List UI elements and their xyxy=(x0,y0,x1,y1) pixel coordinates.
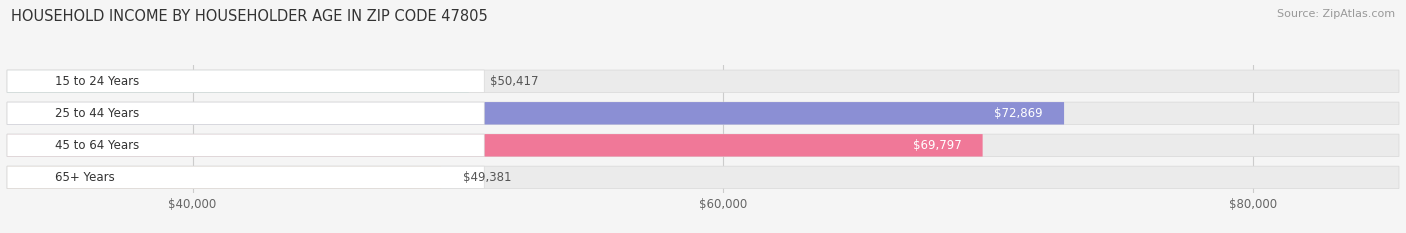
Text: Source: ZipAtlas.com: Source: ZipAtlas.com xyxy=(1277,9,1395,19)
Text: 45 to 64 Years: 45 to 64 Years xyxy=(55,139,139,152)
Text: $72,869: $72,869 xyxy=(994,107,1043,120)
FancyBboxPatch shape xyxy=(7,166,1399,188)
FancyBboxPatch shape xyxy=(7,134,983,157)
Text: 25 to 44 Years: 25 to 44 Years xyxy=(55,107,139,120)
Text: $50,417: $50,417 xyxy=(491,75,538,88)
FancyBboxPatch shape xyxy=(7,102,484,124)
FancyBboxPatch shape xyxy=(7,70,468,93)
Text: HOUSEHOLD INCOME BY HOUSEHOLDER AGE IN ZIP CODE 47805: HOUSEHOLD INCOME BY HOUSEHOLDER AGE IN Z… xyxy=(11,9,488,24)
Text: $69,797: $69,797 xyxy=(912,139,962,152)
FancyBboxPatch shape xyxy=(7,102,1064,124)
FancyBboxPatch shape xyxy=(7,70,1399,93)
FancyBboxPatch shape xyxy=(7,166,441,188)
FancyBboxPatch shape xyxy=(7,134,1399,157)
FancyBboxPatch shape xyxy=(7,70,484,93)
Text: $49,381: $49,381 xyxy=(463,171,510,184)
FancyBboxPatch shape xyxy=(7,134,484,157)
Text: 65+ Years: 65+ Years xyxy=(55,171,114,184)
FancyBboxPatch shape xyxy=(7,102,1399,124)
Text: 15 to 24 Years: 15 to 24 Years xyxy=(55,75,139,88)
FancyBboxPatch shape xyxy=(7,166,484,188)
